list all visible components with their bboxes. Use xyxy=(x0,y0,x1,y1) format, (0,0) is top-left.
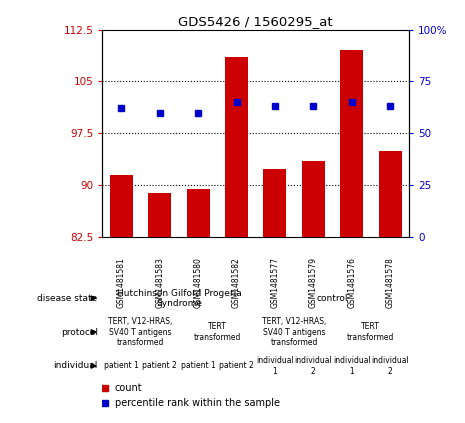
Text: Hutchinson Gilford Progeria
Syndrome: Hutchinson Gilford Progeria Syndrome xyxy=(117,288,241,308)
Text: control: control xyxy=(317,294,348,303)
Bar xyxy=(302,161,325,237)
Bar xyxy=(225,57,248,237)
Text: TERT
transformed: TERT transformed xyxy=(194,322,241,342)
Text: protocol: protocol xyxy=(60,327,98,337)
Text: GSM1481576: GSM1481576 xyxy=(347,257,356,308)
Text: individual
2: individual 2 xyxy=(371,356,409,376)
Text: GSM1481583: GSM1481583 xyxy=(155,257,164,308)
Text: GSM1481582: GSM1481582 xyxy=(232,257,241,308)
Bar xyxy=(186,189,210,237)
Bar xyxy=(110,175,133,237)
Bar xyxy=(263,169,286,237)
Text: individual
2: individual 2 xyxy=(294,356,332,376)
Text: TERT, V12-HRAS,
SV40 T antigens
transformed: TERT, V12-HRAS, SV40 T antigens transfor… xyxy=(108,317,173,347)
Title: GDS5426 / 1560295_at: GDS5426 / 1560295_at xyxy=(179,16,333,28)
Text: GSM1481580: GSM1481580 xyxy=(194,257,203,308)
Text: patient 1: patient 1 xyxy=(104,361,139,371)
Text: patient 2: patient 2 xyxy=(142,361,177,371)
Bar xyxy=(148,193,171,237)
Text: TERT, V12-HRAS,
SV40 T antigens
transformed: TERT, V12-HRAS, SV40 T antigens transfor… xyxy=(262,317,326,347)
Text: patient 1: patient 1 xyxy=(181,361,216,371)
Bar xyxy=(340,50,363,237)
Text: GSM1481578: GSM1481578 xyxy=(385,257,394,308)
Text: patient 2: patient 2 xyxy=(219,361,254,371)
Text: TERT
transformed: TERT transformed xyxy=(347,322,394,342)
Text: percentile rank within the sample: percentile rank within the sample xyxy=(114,398,279,408)
Text: individual
1: individual 1 xyxy=(333,356,371,376)
Text: count: count xyxy=(114,383,142,393)
Text: GSM1481581: GSM1481581 xyxy=(117,257,126,308)
Text: GSM1481579: GSM1481579 xyxy=(309,257,318,308)
Text: individual: individual xyxy=(53,361,98,371)
Text: GSM1481577: GSM1481577 xyxy=(271,257,279,308)
Text: individual
1: individual 1 xyxy=(256,356,294,376)
Bar xyxy=(379,151,401,237)
Text: disease state: disease state xyxy=(37,294,98,303)
